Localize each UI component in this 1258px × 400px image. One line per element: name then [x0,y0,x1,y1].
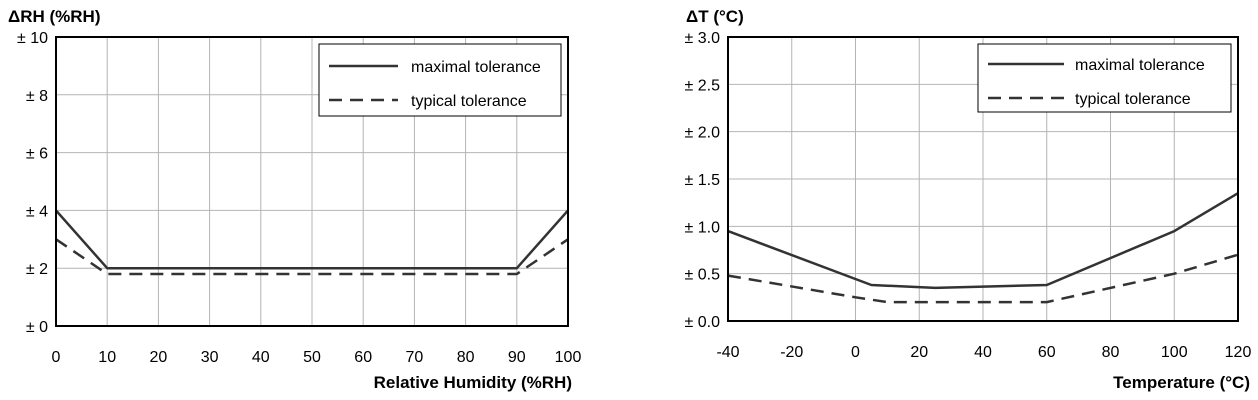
y-tick-label: ± 1.5 [685,172,721,189]
x-tick-label: -40 [716,344,739,361]
y-tick-label: ± 2 [26,261,48,278]
plot-frame [55,36,569,327]
x-tick-label: 120 [1225,344,1252,361]
x-tick-label: 40 [974,344,992,361]
x-tick-label: 100 [1161,344,1188,361]
y-axis-title: ΔT (°C) [686,7,744,26]
y-tick-label: ± 0.5 [685,267,721,284]
y-axis-title: ΔRH (%RH) [8,7,101,26]
x-tick-label: 80 [457,349,475,366]
series-line-typical [727,253,1239,304]
x-tick-label: 70 [406,349,424,366]
y-tick-label: ± 0 [26,319,48,336]
legend-label: maximal tolerance [1075,57,1205,74]
legend-box [977,43,1232,113]
y-tick-label: ± 10 [17,30,48,47]
x-tick-label: 100 [555,349,582,366]
x-tick-label: 60 [1038,344,1056,361]
x-tick-label: 0 [851,344,860,361]
x-tick-label: 90 [508,349,526,366]
legend-label: typical tolerance [1075,91,1191,108]
y-tick-label: ± 2.5 [685,77,721,94]
humidity-tolerance-chart: ΔRH (%RH) Relative Humidity (%RH) 0 10 20 3… [8,7,581,392]
legend-label: typical tolerance [411,93,527,110]
y-tick-label: ± 1.0 [685,219,721,236]
y-tick-label: ± 4 [26,203,48,220]
x-tick-label: 80 [1102,344,1120,361]
y-tick-label: ± 2.0 [685,125,721,142]
x-tick-label: 20 [910,344,928,361]
legend-box [318,43,562,117]
x-tick-label: 50 [303,349,321,366]
x-tick-label: 30 [201,349,219,366]
x-tick-label: 60 [354,349,372,366]
x-tick-label: 0 [52,349,61,366]
x-tick-label: 20 [150,349,168,366]
temperature-tolerance-chart: ΔT (°C) Temperature (°C) -40 -20 0 20 40 60 80… [685,7,1252,392]
y-tick-label: ± 3.0 [685,30,721,47]
x-axis-title: Relative Humidity (%RH) [374,373,572,392]
y-tick-label: ± 0.0 [685,314,721,331]
series-line-maximal [55,209,569,270]
series-line-typical [55,238,569,276]
y-tick-label: ± 6 [26,146,48,163]
y-tick-label: ± 8 [26,88,48,105]
x-tick-label: -20 [780,344,803,361]
plot-frame [727,36,1239,322]
series-line-maximal [727,192,1239,290]
x-axis-title: Temperature (°C) [1113,373,1250,392]
x-tick-label: 40 [252,349,270,366]
x-tick-label: 10 [98,349,116,366]
legend-label: maximal tolerance [411,59,541,76]
